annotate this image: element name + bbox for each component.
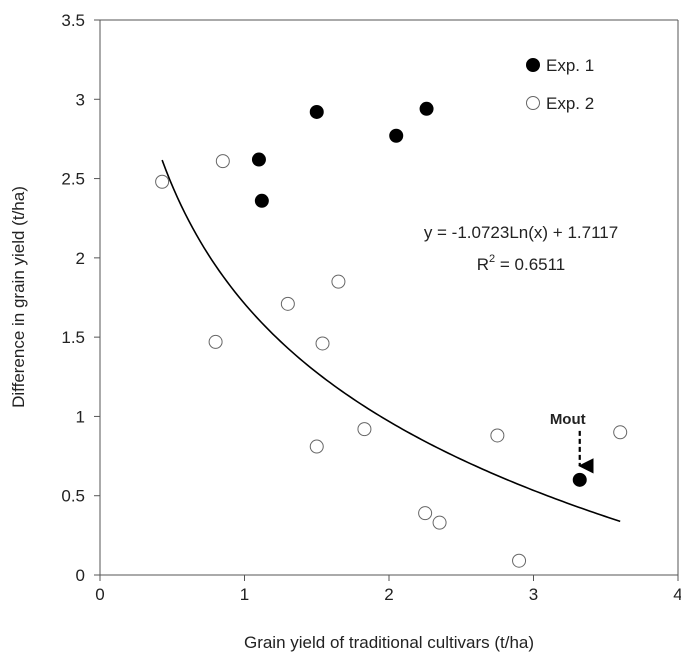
y-tick-label: 1 (76, 407, 85, 426)
y-tick-label: 2 (76, 249, 85, 268)
data-point-exp2 (613, 425, 628, 440)
data-point-exp1 (254, 193, 269, 208)
data-point-exp2 (208, 334, 223, 349)
data-point-exp2 (357, 422, 372, 437)
regression-equation: y = -1.0723Ln(x) + 1.7117 R2 = 0.6511 (424, 223, 618, 274)
data-point-exp2 (418, 506, 433, 521)
x-tick-label: 3 (529, 585, 538, 604)
y-tick-group: 0 0.5 1 1.5 2 2.5 3 3.5 (61, 11, 100, 585)
data-points (155, 101, 628, 568)
data-point-exp2 (490, 428, 505, 443)
data-point-exp1 (251, 152, 266, 167)
x-tick-group: 0 1 2 3 4 (95, 575, 681, 604)
log-trendline (161, 159, 621, 523)
y-tick-label: 0.5 (61, 487, 85, 506)
x-tick-label: 4 (673, 585, 681, 604)
y-axis-title: Difference in grain yield (t/ha) (9, 186, 28, 408)
data-point-exp2 (512, 553, 527, 568)
r-squared-value: = 0.6511 (495, 255, 565, 274)
y-tick-label: 1.5 (61, 328, 85, 347)
r-squared-text: R2 = 0.6511 (477, 253, 566, 274)
data-point-exp2 (315, 336, 330, 351)
y-tick-label: 0 (76, 566, 85, 585)
x-tick-label: 0 (95, 585, 104, 604)
data-point-exp2 (215, 154, 230, 169)
data-point-exp2 (432, 515, 447, 530)
x-axis-title: Grain yield of traditional cultivars (t/… (244, 633, 534, 652)
data-point-exp1 (389, 128, 404, 143)
data-point-exp1 (309, 104, 324, 119)
legend: Exp. 1 Exp. 2 (526, 56, 594, 113)
legend-marker-exp2 (526, 96, 540, 110)
x-tick-label: 2 (384, 585, 393, 604)
y-tick-label: 2.5 (61, 170, 85, 189)
legend-label-exp2: Exp. 2 (546, 94, 594, 113)
r-squared-symbol: R (477, 255, 489, 274)
legend-label-exp1: Exp. 1 (546, 56, 594, 75)
y-tick-label: 3.5 (61, 11, 85, 30)
data-point-exp1 (572, 472, 587, 487)
x-tick-label: 1 (240, 585, 249, 604)
mout-annotation: Mout (550, 411, 594, 474)
r-squared-superscript: 2 (489, 253, 495, 265)
legend-marker-exp1 (526, 58, 540, 72)
equation-text: y = -1.0723Ln(x) + 1.7117 (424, 223, 618, 242)
data-point-exp2 (309, 439, 324, 454)
y-tick-label: 3 (76, 90, 85, 109)
data-point-exp1 (419, 101, 434, 116)
data-point-exp2 (155, 174, 170, 189)
mout-label: Mout (550, 411, 586, 428)
data-point-exp2 (280, 296, 295, 311)
data-point-exp2 (331, 274, 346, 289)
